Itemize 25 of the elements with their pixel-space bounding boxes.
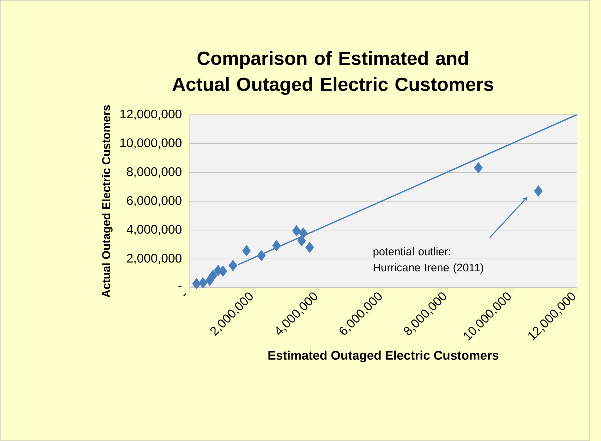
y-tick-label: 2,000,000 — [127, 254, 182, 264]
point — [306, 242, 314, 254]
point — [257, 250, 266, 262]
y-tick-label: 10,000,000 — [120, 138, 182, 149]
point — [228, 260, 238, 272]
y-axis-title: Actual Outaged Electric Customers — [102, 105, 113, 298]
x-axis-title: Estimated Outaged Electric Customers — [268, 350, 499, 363]
y-tick-label: 12,000,000 — [120, 110, 182, 120]
point — [272, 240, 282, 252]
point — [292, 225, 302, 237]
y-tick-label: 4,000,000 — [126, 225, 182, 236]
y-tick-label: - — [178, 286, 182, 288]
point — [534, 186, 543, 197]
y-tick-label: 6,000,000 — [127, 196, 182, 207]
point — [192, 278, 202, 290]
point — [474, 162, 483, 174]
point — [242, 245, 252, 257]
annotation: potential outlier: Hurricane Irene (2011) — [374, 248, 484, 274]
point — [298, 235, 306, 247]
chart-title: Comparison of Estimated and Actual Outaged Electric Customers — [172, 51, 494, 96]
point — [208, 270, 218, 282]
point — [198, 277, 208, 289]
point — [299, 228, 308, 240]
y-tick-label: 8,000,000 — [127, 167, 182, 178]
x-tick-label: - — [184, 294, 186, 297]
